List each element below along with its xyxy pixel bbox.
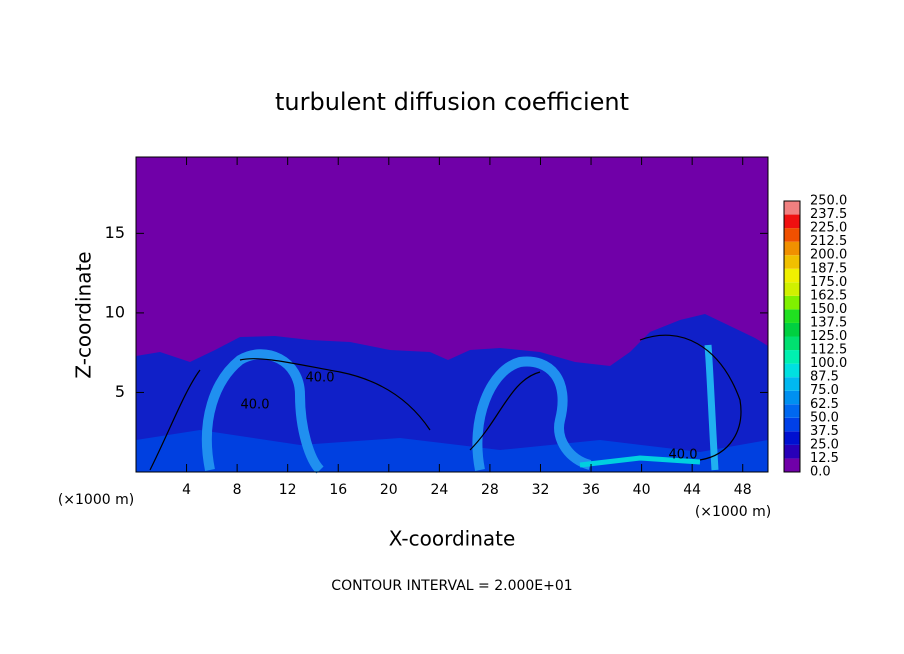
colorbar-label: 0.0 xyxy=(810,465,831,480)
colorbar-bin xyxy=(784,336,800,351)
x-tick-label: 8 xyxy=(233,482,242,498)
colorbar-label: 125.0 xyxy=(810,329,847,344)
colorbar-bin xyxy=(784,268,800,283)
colorbar-label: 12.5 xyxy=(810,451,839,466)
colorbar-bin xyxy=(784,417,800,432)
colorbar-bin xyxy=(784,404,800,418)
colorbar-bin xyxy=(784,377,800,391)
colorbar-label: 187.5 xyxy=(810,261,847,276)
colorbar-bin xyxy=(784,295,800,310)
colorbar-label: 50.0 xyxy=(810,410,839,425)
x-tick-label: 40 xyxy=(633,482,651,498)
colorbar-bin xyxy=(784,350,800,364)
contour-label: 40.0 xyxy=(306,371,335,386)
plot-frame xyxy=(135,156,769,473)
x-tick-label: 4 xyxy=(182,482,191,498)
colorbar-label: 75.0 xyxy=(810,383,839,398)
y-axis-label: Z-coordinate xyxy=(72,251,96,378)
colorbar-bin xyxy=(784,322,800,337)
annotation: CONTOUR INTERVAL = 2.000E+01 xyxy=(331,578,572,594)
x-unit-label: (×1000 m) xyxy=(58,492,134,508)
y-tick-label: 5 xyxy=(115,382,125,401)
x-unit-label: (×1000 m) xyxy=(695,504,771,520)
field-streak xyxy=(201,349,324,474)
colorbar-frame xyxy=(783,200,801,473)
colorbar-bin xyxy=(784,309,800,323)
colorbar-bin xyxy=(784,255,800,269)
colorbar-bin xyxy=(784,444,800,459)
colorbar-label: 37.5 xyxy=(810,424,839,439)
x-tick-label: 36 xyxy=(582,482,600,498)
colorbar-label: 250.0 xyxy=(810,194,847,209)
colorbar-bin xyxy=(784,228,800,242)
x-tick-label: 28 xyxy=(481,482,499,498)
y-tick-label: 10 xyxy=(105,302,125,321)
colorbar-label: 237.5 xyxy=(810,207,847,222)
x-tick-label: 44 xyxy=(683,482,701,498)
colorbar-label: 100.0 xyxy=(810,356,847,371)
chart-title: turbulent diffusion coefficient xyxy=(275,88,629,116)
colorbar-label: 62.5 xyxy=(810,397,839,412)
colorbar-bin xyxy=(784,458,800,472)
colorbar-label: 162.5 xyxy=(810,288,847,303)
x-tick-label: 12 xyxy=(279,482,297,498)
colorbar-label: 225.0 xyxy=(810,221,847,236)
x-tick-label: 20 xyxy=(380,482,398,498)
colorbar-bin xyxy=(784,363,800,378)
colorbar-label: 212.5 xyxy=(810,234,847,249)
colorbar-label: 137.5 xyxy=(810,315,847,330)
colorbar-label: 87.5 xyxy=(810,370,839,385)
field xyxy=(135,156,769,474)
y-tick-label: 15 xyxy=(105,223,125,242)
field-streak xyxy=(472,356,592,471)
x-tick-label: 32 xyxy=(532,482,550,498)
colorbar-bin xyxy=(784,431,800,445)
x-tick-label: 24 xyxy=(430,482,448,498)
x-tick-label: 16 xyxy=(329,482,347,498)
colorbar-bin xyxy=(784,201,800,215)
colorbar-label: 112.5 xyxy=(810,343,847,358)
field-region xyxy=(136,314,768,472)
colorbar-label: 200.0 xyxy=(810,248,847,263)
colorbar-bin xyxy=(784,390,800,405)
field-streak xyxy=(579,455,701,468)
contour-line xyxy=(149,334,742,471)
contour-label: 40.0 xyxy=(669,448,698,463)
colorbar-bin xyxy=(784,214,800,229)
colorbar-bin xyxy=(784,282,800,296)
field-streak xyxy=(704,344,719,471)
x-tick-label: 48 xyxy=(734,482,752,498)
colorbar-label: 175.0 xyxy=(810,275,847,290)
colorbar-label: 25.0 xyxy=(810,437,839,452)
contour-label: 40.0 xyxy=(241,398,270,413)
colorbar-label: 150.0 xyxy=(810,302,847,317)
x-axis-label: X-coordinate xyxy=(389,527,516,551)
colorbar-bin xyxy=(784,241,800,256)
